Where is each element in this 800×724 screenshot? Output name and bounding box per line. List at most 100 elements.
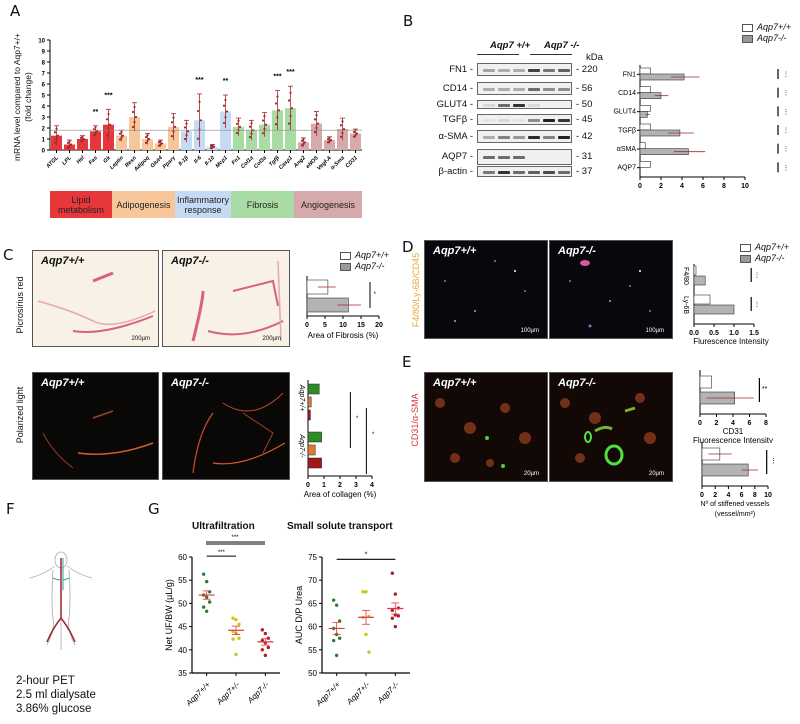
panel-b-legend: Aqp7+/+ Aqp7-/- xyxy=(742,22,791,44)
svg-text:1.0: 1.0 xyxy=(729,330,739,337)
svg-text:2: 2 xyxy=(659,183,663,190)
svg-text:***: *** xyxy=(286,69,294,76)
blot-kda-value: - 220 xyxy=(576,63,598,75)
svg-text:CD31: CD31 xyxy=(723,427,744,436)
svg-text:60: 60 xyxy=(308,623,317,632)
panel-label-b: B xyxy=(403,12,414,30)
svg-text:***: *** xyxy=(231,535,239,541)
scalebar: 200µm xyxy=(131,336,150,342)
fibrosis-area-bar-chart: 0 5 10 15 20 * Area of Fibrosis (%) xyxy=(305,276,383,340)
svg-text:4: 4 xyxy=(680,183,684,190)
blot-header-line-wt xyxy=(477,54,519,55)
svg-text:4: 4 xyxy=(731,420,735,427)
svg-text:***: *** xyxy=(273,74,281,81)
svg-text:Gk: Gk xyxy=(102,155,112,165)
svg-text:45: 45 xyxy=(178,623,187,632)
svg-text:⋮: ⋮ xyxy=(783,128,789,134)
svg-text:Aqp7+/+: Aqp7+/+ xyxy=(314,680,343,709)
svg-text:Mcp1: Mcp1 xyxy=(215,155,229,169)
svg-text:60: 60 xyxy=(178,553,187,562)
blot-kda-value: - 56 xyxy=(576,82,593,94)
svg-text:⋮: ⋮ xyxy=(783,165,789,171)
stain-label-e: CD31/α-SMA xyxy=(410,393,420,447)
svg-text:8: 8 xyxy=(42,61,46,67)
svg-text:1.5: 1.5 xyxy=(749,330,759,337)
scalebar: 200µm xyxy=(262,336,281,342)
panel-a-ylabel: mRNA level compared to Aqp7+/+ (fold cha… xyxy=(12,22,34,172)
mouse-vasculature-illustration xyxy=(29,551,93,650)
svg-text:0: 0 xyxy=(305,322,309,329)
blot-kda-value: - 42 xyxy=(576,130,593,142)
svg-text:50: 50 xyxy=(308,669,317,678)
svg-text:40: 40 xyxy=(178,646,187,655)
svg-text:3: 3 xyxy=(354,482,358,489)
blot-protein-label: CD14 - xyxy=(442,82,473,94)
category-adipogenesis: Adipogenesis xyxy=(112,191,175,218)
svg-text:AQP7: AQP7 xyxy=(617,165,636,172)
blot-protein-label: β-actin - xyxy=(438,165,474,177)
pet-protocol-text: 2-hour PET 2.5 ml dialysate 3.86% glucos… xyxy=(16,674,96,716)
polarized-image-ko: Aqp7-/- xyxy=(162,372,290,480)
svg-text:0: 0 xyxy=(638,183,642,190)
svg-text:6: 6 xyxy=(748,420,752,427)
panel-label-e: E xyxy=(402,353,412,371)
polarized-image-wt: Aqp7+/+ xyxy=(32,372,159,480)
blot-row-cd14: CD14 - - 56 xyxy=(440,82,610,95)
svg-text:***: *** xyxy=(104,92,112,99)
panel-label-d: D xyxy=(402,238,414,256)
polarized-wt-label: Aqp7+/+ xyxy=(41,377,85,389)
polarized-ko-label: Aqp7-/- xyxy=(171,377,209,389)
svg-text:Ang2: Ang2 xyxy=(292,155,307,170)
svg-text:TGFβ: TGFβ xyxy=(618,127,636,134)
panel-a-ylabel-line2: (fold change) xyxy=(23,72,33,122)
blot-band-strip xyxy=(477,114,572,125)
svg-text:7: 7 xyxy=(42,72,46,78)
svg-text:Area of collagen (%): Area of collagen (%) xyxy=(304,490,377,499)
svg-text:*: * xyxy=(356,416,359,422)
picrosirius-image-wt: Aqp7+/+ 200µm xyxy=(32,250,159,347)
svg-text:⋮: ⋮ xyxy=(783,91,789,97)
svg-text:Nº of stiffened vessels: Nº of stiffened vessels xyxy=(701,501,770,508)
svg-text:10: 10 xyxy=(764,492,772,499)
svg-text:FN1: FN1 xyxy=(623,71,636,78)
svg-text:LPL: LPL xyxy=(61,155,73,167)
blot-header-ko: Aqp7 -/- xyxy=(544,40,580,51)
blot-kda-value: - 45 xyxy=(576,113,593,125)
svg-text:Aqp7-/-: Aqp7-/- xyxy=(298,434,305,459)
svg-text:Casp1: Casp1 xyxy=(278,155,294,171)
category-fibrosis: Fibrosis xyxy=(231,191,294,218)
svg-text:15: 15 xyxy=(357,322,365,329)
western-blot: Aqp7 +/+ Aqp7 -/- kDa FN1 - - 220 CD14 - - … xyxy=(437,40,610,190)
svg-text:Pparγ: Pparγ xyxy=(162,155,178,171)
svg-text:*: * xyxy=(374,292,377,298)
panel-d-legend: Aqp7+/+ Aqp7-/- xyxy=(740,242,789,264)
svg-text:55: 55 xyxy=(308,646,317,655)
svg-text:10: 10 xyxy=(38,39,45,45)
svg-text:5: 5 xyxy=(42,94,46,100)
d-wt-label: Aqp7+/+ xyxy=(433,245,477,257)
blot-protein-label: TGFβ - xyxy=(442,113,473,125)
blot-protein-label: AQP7 - xyxy=(441,151,473,162)
legend-swatch-wt xyxy=(742,23,753,32)
picrosirius-wt-label: Aqp7+/+ xyxy=(41,255,85,267)
blot-row-glut4: GLUT4 - - 50 xyxy=(437,99,610,110)
svg-text:***: *** xyxy=(218,550,226,556)
d-ko-label: Aqp7-/- xyxy=(558,245,596,257)
svg-text:4: 4 xyxy=(370,482,374,489)
picrosirius-image-ko: Aqp7-/- 200µm xyxy=(162,250,290,347)
svg-text:α-Sma: α-Sma xyxy=(330,155,346,171)
svg-text:*: * xyxy=(365,551,368,558)
svg-text:**: ** xyxy=(93,109,99,116)
protein-quant-bar-chart: 0 2 4 6 8 10 FN1 ⋮ CD14 ⋮ GLUT4 ⋮ TGFβ ⋮ αSMA ⋮ AQP7 ⋮ xyxy=(613,65,789,190)
collagen-area-bar-chart: 0 1 2 3 4 Aqp7+/+ Aqp7-/- * * Area of collagen (%… xyxy=(298,380,377,499)
e-ko-label: Aqp7-/- xyxy=(558,377,596,389)
svg-text:Il-1β: Il-1β xyxy=(178,155,191,168)
svg-text:10: 10 xyxy=(741,183,749,190)
svg-text:75: 75 xyxy=(308,553,317,562)
svg-text:55: 55 xyxy=(178,576,187,585)
svg-text:6: 6 xyxy=(701,183,705,190)
svg-text:Aqp7-/-: Aqp7-/- xyxy=(375,680,401,706)
svg-text:⋮: ⋮ xyxy=(754,273,760,279)
svg-text:Flurescence Intensity: Flurescence Intensity xyxy=(693,337,769,346)
legend-swatch-ko xyxy=(742,34,753,43)
